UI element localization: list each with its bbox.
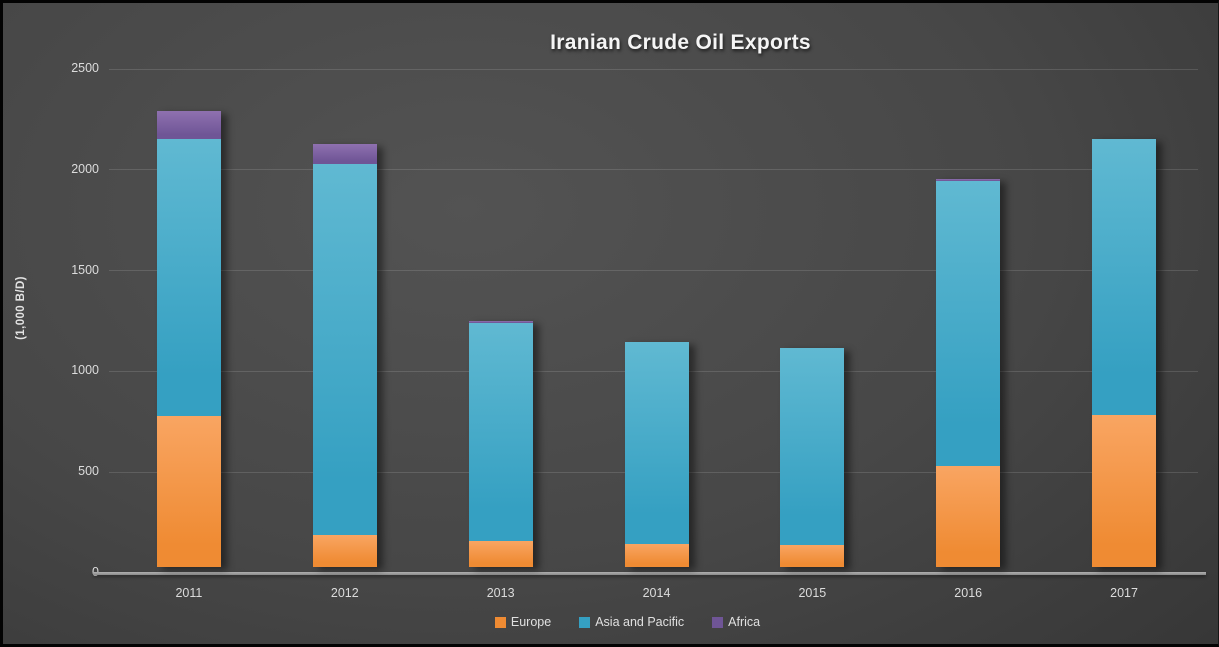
bar-2017	[1092, 138, 1157, 567]
chart-title: Iranian Crude Oil Exports	[550, 31, 811, 54]
bar-2015	[780, 348, 845, 567]
x-tick-label-2011: 2011	[175, 586, 203, 600]
legend-item-europe: Europe	[494, 615, 552, 629]
bar-segment-2011-europe	[156, 415, 221, 567]
bar-2016	[936, 178, 1001, 567]
x-tick-label-2016: 2016	[954, 586, 983, 600]
y-tick-label-1000: 1000	[71, 363, 99, 378]
x-axis-line	[93, 572, 1206, 575]
gridline-2500	[109, 68, 1198, 70]
bar-segment-2012-europe	[312, 534, 377, 567]
y-tick-label-2000: 2000	[71, 161, 99, 176]
legend: Europe Asia and Pacific Africa	[3, 615, 1218, 629]
x-tick-label-2014: 2014	[642, 586, 671, 600]
bar-segment-2016-africa	[936, 178, 1001, 181]
bar-segment-2015-asia-and-pacific	[780, 348, 845, 545]
bar-segment-2016-asia-and-pacific	[936, 180, 1001, 467]
x-tick-label-2013: 2013	[486, 586, 515, 600]
x-tick-label-2015: 2015	[798, 586, 827, 600]
legend-swatch-asia-and-pacific	[579, 616, 591, 628]
bar-segment-2013-africa	[468, 321, 533, 324]
legend-item-africa: Africa	[712, 615, 760, 629]
x-tick-label-2017: 2017	[1110, 586, 1138, 600]
bar-segment-2015-europe	[780, 544, 845, 567]
y-tick-label-0: 0	[3, 565, 99, 579]
legend-swatch-africa	[712, 616, 724, 628]
bar-segment-2013-europe	[468, 540, 533, 567]
bar-segment-2014-europe	[624, 543, 689, 567]
bar-segment-2011-asia-and-pacific	[156, 138, 221, 416]
bar-segment-2012-asia-and-pacific	[312, 163, 377, 535]
bar-segment-2017-asia-and-pacific	[1092, 138, 1157, 415]
bar-2012	[312, 143, 377, 567]
bar-segment-2012-africa	[312, 143, 377, 164]
bar-segment-2013-asia-and-pacific	[468, 323, 533, 541]
legend-label-africa: Africa	[728, 615, 761, 629]
x-tick-label-2012: 2012	[330, 586, 359, 600]
legend-swatch-europe	[494, 616, 506, 628]
y-tick-label-2500: 2500	[71, 61, 99, 75]
legend-item-asia-and-pacific: Asia and Pacific	[579, 615, 684, 629]
bar-2011	[156, 111, 221, 567]
bar-segment-2016-europe	[936, 466, 1001, 567]
gridline-2000	[109, 169, 1198, 171]
y-tick-label-500: 500	[78, 464, 99, 479]
bar-2013	[468, 321, 533, 567]
y-tick-label-1500: 1500	[71, 262, 99, 277]
bar-segment-2014-asia-and-pacific	[624, 342, 689, 544]
bar-segment-2017-europe	[1092, 414, 1157, 567]
bar-2014	[624, 342, 689, 567]
legend-label-asia-and-pacific: Asia and Pacific	[595, 615, 685, 629]
legend-label-europe: Europe	[510, 615, 552, 629]
bar-segment-2011-africa	[156, 111, 221, 139]
gridline-1500	[109, 270, 1198, 272]
